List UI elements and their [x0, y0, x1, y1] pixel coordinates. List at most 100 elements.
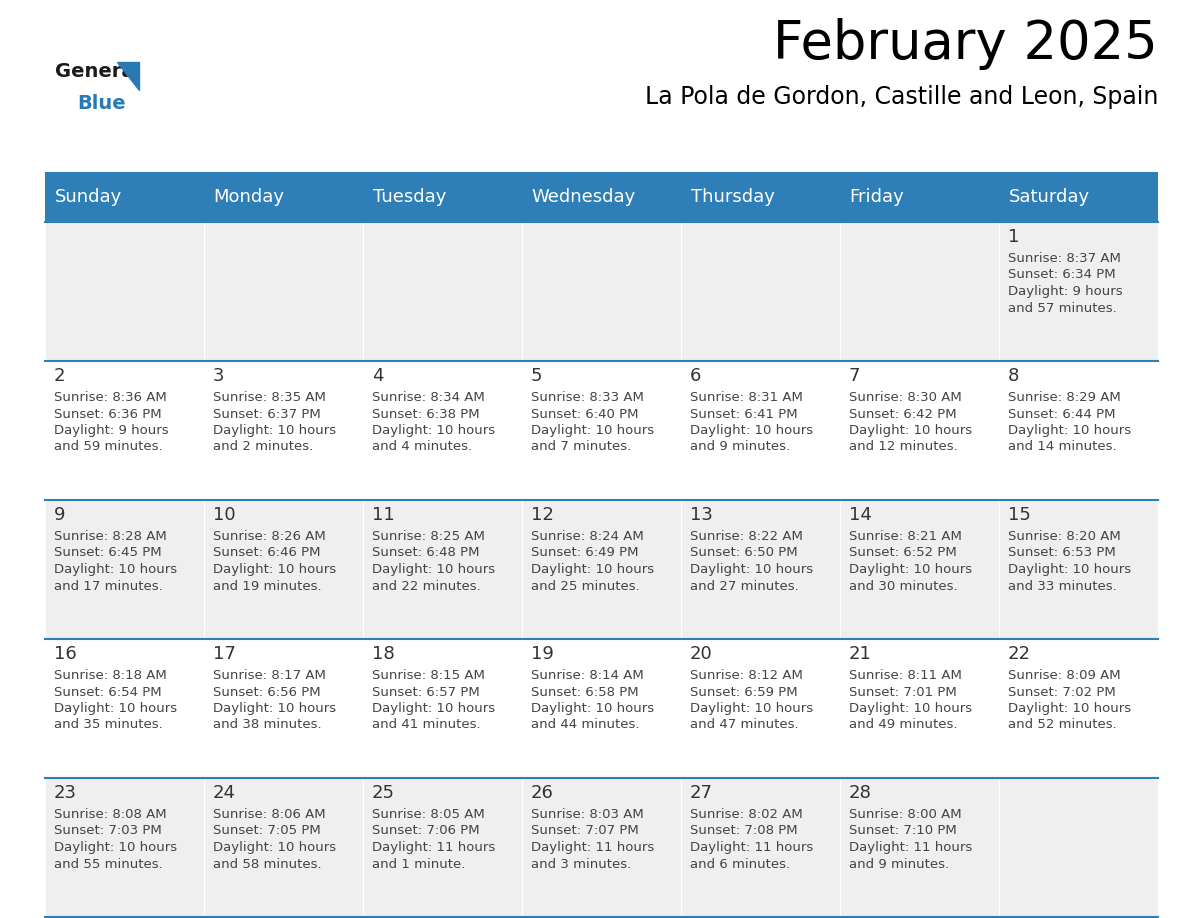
Text: Sunrise: 8:20 AM
Sunset: 6:53 PM
Daylight: 10 hours
and 33 minutes.: Sunrise: 8:20 AM Sunset: 6:53 PM Dayligh… [1007, 530, 1131, 592]
Bar [364, 222, 522, 361]
Text: Sunrise: 8:09 AM
Sunset: 7:02 PM
Daylight: 10 hours
and 52 minutes.: Sunrise: 8:09 AM Sunset: 7:02 PM Dayligh… [1007, 669, 1131, 732]
Text: Sunrise: 8:36 AM
Sunset: 6:36 PM
Daylight: 9 hours
and 59 minutes.: Sunrise: 8:36 AM Sunset: 6:36 PM Dayligh… [53, 391, 169, 453]
Bar [364, 172, 522, 222]
Text: 9: 9 [53, 506, 65, 524]
Bar [364, 639, 522, 778]
Bar [681, 500, 840, 639]
Bar [840, 778, 999, 917]
Text: Sunrise: 8:22 AM
Sunset: 6:50 PM
Daylight: 10 hours
and 27 minutes.: Sunrise: 8:22 AM Sunset: 6:50 PM Dayligh… [690, 530, 813, 592]
Text: Sunrise: 8:08 AM
Sunset: 7:03 PM
Daylight: 10 hours
and 55 minutes.: Sunrise: 8:08 AM Sunset: 7:03 PM Dayligh… [53, 808, 177, 870]
Bar [999, 500, 1158, 639]
Text: Sunrise: 8:21 AM
Sunset: 6:52 PM
Daylight: 10 hours
and 30 minutes.: Sunrise: 8:21 AM Sunset: 6:52 PM Dayligh… [848, 530, 972, 592]
Text: 14: 14 [848, 506, 872, 524]
Bar [999, 778, 1158, 917]
Text: 22: 22 [1007, 645, 1031, 663]
Bar [204, 361, 364, 500]
Bar [522, 639, 681, 778]
Text: Sunrise: 8:12 AM
Sunset: 6:59 PM
Daylight: 10 hours
and 47 minutes.: Sunrise: 8:12 AM Sunset: 6:59 PM Dayligh… [690, 669, 813, 732]
Bar [999, 172, 1158, 222]
Text: 8: 8 [1007, 367, 1019, 385]
Text: Sunrise: 8:06 AM
Sunset: 7:05 PM
Daylight: 10 hours
and 58 minutes.: Sunrise: 8:06 AM Sunset: 7:05 PM Dayligh… [213, 808, 336, 870]
Text: Sunrise: 8:26 AM
Sunset: 6:46 PM
Daylight: 10 hours
and 19 minutes.: Sunrise: 8:26 AM Sunset: 6:46 PM Dayligh… [213, 530, 336, 592]
Text: 15: 15 [1007, 506, 1031, 524]
Text: Sunrise: 8:34 AM
Sunset: 6:38 PM
Daylight: 10 hours
and 4 minutes.: Sunrise: 8:34 AM Sunset: 6:38 PM Dayligh… [372, 391, 495, 453]
Text: 20: 20 [690, 645, 713, 663]
Bar [45, 778, 204, 917]
Text: Sunrise: 8:30 AM
Sunset: 6:42 PM
Daylight: 10 hours
and 12 minutes.: Sunrise: 8:30 AM Sunset: 6:42 PM Dayligh… [848, 391, 972, 453]
Text: Sunrise: 8:35 AM
Sunset: 6:37 PM
Daylight: 10 hours
and 2 minutes.: Sunrise: 8:35 AM Sunset: 6:37 PM Dayligh… [213, 391, 336, 453]
Text: Wednesday: Wednesday [531, 188, 636, 206]
Text: Sunrise: 8:02 AM
Sunset: 7:08 PM
Daylight: 11 hours
and 6 minutes.: Sunrise: 8:02 AM Sunset: 7:08 PM Dayligh… [690, 808, 813, 870]
Bar [999, 361, 1158, 500]
Polygon shape [116, 62, 139, 90]
Text: 1: 1 [1007, 228, 1019, 246]
Text: 23: 23 [53, 784, 77, 802]
Text: Monday: Monday [214, 188, 285, 206]
Bar [840, 639, 999, 778]
Bar [681, 172, 840, 222]
Text: La Pola de Gordon, Castille and Leon, Spain: La Pola de Gordon, Castille and Leon, Sp… [645, 85, 1158, 109]
Bar [204, 639, 364, 778]
Bar [45, 172, 204, 222]
Text: 12: 12 [531, 506, 554, 524]
Text: Sunrise: 8:17 AM
Sunset: 6:56 PM
Daylight: 10 hours
and 38 minutes.: Sunrise: 8:17 AM Sunset: 6:56 PM Dayligh… [213, 669, 336, 732]
Bar [840, 500, 999, 639]
Bar [681, 361, 840, 500]
Bar [204, 778, 364, 917]
Text: February 2025: February 2025 [773, 18, 1158, 70]
Bar [681, 222, 840, 361]
Text: General: General [55, 62, 141, 81]
Text: 4: 4 [372, 367, 384, 385]
Text: 26: 26 [531, 784, 554, 802]
Bar [522, 361, 681, 500]
Text: Sunrise: 8:03 AM
Sunset: 7:07 PM
Daylight: 11 hours
and 3 minutes.: Sunrise: 8:03 AM Sunset: 7:07 PM Dayligh… [531, 808, 655, 870]
Text: Tuesday: Tuesday [373, 188, 446, 206]
Text: 10: 10 [213, 506, 235, 524]
Text: 11: 11 [372, 506, 394, 524]
Bar [364, 361, 522, 500]
Text: Sunrise: 8:11 AM
Sunset: 7:01 PM
Daylight: 10 hours
and 49 minutes.: Sunrise: 8:11 AM Sunset: 7:01 PM Dayligh… [848, 669, 972, 732]
Text: Sunrise: 8:18 AM
Sunset: 6:54 PM
Daylight: 10 hours
and 35 minutes.: Sunrise: 8:18 AM Sunset: 6:54 PM Dayligh… [53, 669, 177, 732]
Text: Sunrise: 8:25 AM
Sunset: 6:48 PM
Daylight: 10 hours
and 22 minutes.: Sunrise: 8:25 AM Sunset: 6:48 PM Dayligh… [372, 530, 495, 592]
Bar [840, 222, 999, 361]
Text: Sunrise: 8:37 AM
Sunset: 6:34 PM
Daylight: 9 hours
and 57 minutes.: Sunrise: 8:37 AM Sunset: 6:34 PM Dayligh… [1007, 252, 1123, 315]
Text: Blue: Blue [77, 94, 126, 113]
Bar [522, 222, 681, 361]
Text: 25: 25 [372, 784, 394, 802]
Text: 21: 21 [848, 645, 872, 663]
Text: 18: 18 [372, 645, 394, 663]
Text: Sunrise: 8:00 AM
Sunset: 7:10 PM
Daylight: 11 hours
and 9 minutes.: Sunrise: 8:00 AM Sunset: 7:10 PM Dayligh… [848, 808, 972, 870]
Bar [364, 778, 522, 917]
Text: Saturday: Saturday [1009, 188, 1089, 206]
Text: Sunrise: 8:31 AM
Sunset: 6:41 PM
Daylight: 10 hours
and 9 minutes.: Sunrise: 8:31 AM Sunset: 6:41 PM Dayligh… [690, 391, 813, 453]
Text: Sunday: Sunday [55, 188, 122, 206]
Text: 3: 3 [213, 367, 225, 385]
Text: 27: 27 [690, 784, 713, 802]
Text: Sunrise: 8:33 AM
Sunset: 6:40 PM
Daylight: 10 hours
and 7 minutes.: Sunrise: 8:33 AM Sunset: 6:40 PM Dayligh… [531, 391, 653, 453]
Bar [681, 639, 840, 778]
Bar [840, 361, 999, 500]
Bar [522, 500, 681, 639]
Text: Sunrise: 8:14 AM
Sunset: 6:58 PM
Daylight: 10 hours
and 44 minutes.: Sunrise: 8:14 AM Sunset: 6:58 PM Dayligh… [531, 669, 653, 732]
Bar [204, 222, 364, 361]
Bar [999, 222, 1158, 361]
Bar [999, 639, 1158, 778]
Text: Friday: Friday [849, 188, 904, 206]
Text: 5: 5 [531, 367, 542, 385]
Bar [45, 222, 204, 361]
Text: 13: 13 [690, 506, 713, 524]
Text: Sunrise: 8:15 AM
Sunset: 6:57 PM
Daylight: 10 hours
and 41 minutes.: Sunrise: 8:15 AM Sunset: 6:57 PM Dayligh… [372, 669, 495, 732]
Text: 28: 28 [848, 784, 872, 802]
Text: 19: 19 [531, 645, 554, 663]
Bar [840, 172, 999, 222]
Text: 17: 17 [213, 645, 235, 663]
Text: 6: 6 [690, 367, 701, 385]
Text: Sunrise: 8:28 AM
Sunset: 6:45 PM
Daylight: 10 hours
and 17 minutes.: Sunrise: 8:28 AM Sunset: 6:45 PM Dayligh… [53, 530, 177, 592]
Text: 2: 2 [53, 367, 65, 385]
Bar [522, 172, 681, 222]
Bar [364, 500, 522, 639]
Bar [522, 778, 681, 917]
Bar [204, 500, 364, 639]
Text: Thursday: Thursday [690, 188, 775, 206]
Text: 7: 7 [848, 367, 860, 385]
